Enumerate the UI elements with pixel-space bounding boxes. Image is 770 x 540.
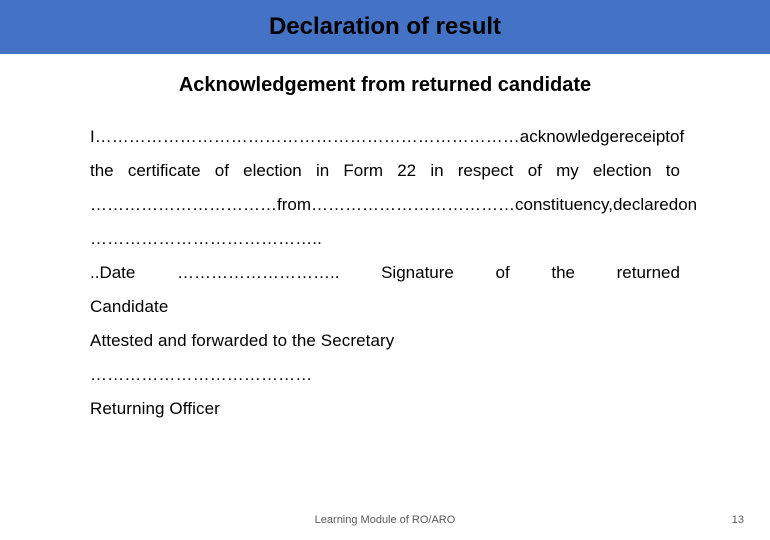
body-word: of [670,120,684,154]
body-line-8: ………………………………… [90,358,680,392]
slide: Declaration of result Acknowledgement fr… [0,0,770,540]
body-word: my [556,154,579,188]
body-line-9: Returning Officer [90,392,680,426]
slide-title: Declaration of result [269,13,501,41]
body-word: of [215,154,229,188]
body-line-7: Attested and forwarded to the Secretary [90,324,680,358]
body-word: receipt [619,120,670,154]
body-word: of [496,256,510,290]
acknowledgement-body: I ………………………………………………………………… acknowledge … [90,120,680,426]
footer-page-number: 13 [732,514,744,526]
body-line-2: the certificate of election in Form 22 i… [90,154,680,188]
body-word: certificate [128,154,201,188]
body-word: Signature [381,256,454,290]
body-word: the [551,256,575,290]
body-word: ………………………………constituency, [311,188,613,222]
body-line-4: ………………………………….. [90,222,680,256]
body-word: to [666,154,680,188]
body-line-1: I ………………………………………………………………… acknowledge … [90,120,680,154]
body-word: ..Date [90,256,135,290]
body-word: ………………………………………………………………… [95,120,520,154]
title-bar: Declaration of result [0,0,770,54]
body-line-5: ..Date ……………………….. Signature of the retu… [90,256,680,290]
body-word: acknowledge [520,120,619,154]
body-line-3: …………………………… from ………………………………constituenc… [90,188,680,222]
body-word: ……………………….. [177,256,339,290]
body-word: of [528,154,542,188]
body-word: in [316,154,329,188]
body-line-6: Candidate [90,290,680,324]
body-word: respect [458,154,514,188]
body-word: 22 [397,154,416,188]
body-word: on [678,188,697,222]
body-word: election [593,154,652,188]
body-word: from [277,188,311,222]
footer-module: Learning Module of RO/ARO [0,514,770,526]
body-word: in [430,154,443,188]
slide-subtitle: Acknowledgement from returned candidate [0,74,770,97]
body-word: Form [343,154,383,188]
body-word: election [243,154,302,188]
body-word: declared [613,188,678,222]
body-word: …………………………… [90,188,277,222]
body-word: returned [617,256,680,290]
body-word: the [90,154,114,188]
